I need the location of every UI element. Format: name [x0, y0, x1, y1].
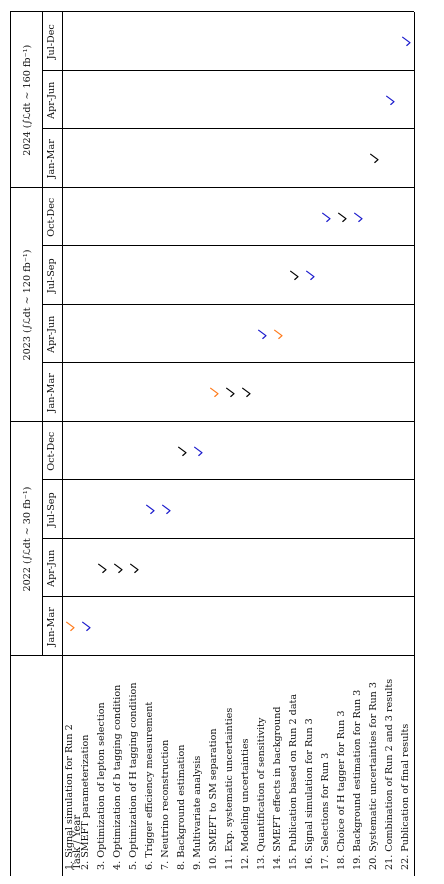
year-header: 2022 (∫ℒdt ∼ 30 fb⁻¹) — [22, 486, 33, 592]
column-rule — [42, 304, 414, 305]
column-rule — [42, 128, 414, 130]
schedule-checkmark — [225, 387, 236, 398]
column-rule — [10, 421, 414, 422]
column-rule — [42, 479, 414, 481]
task-label: 20. Systematic uncertainties for Run 3 — [368, 681, 379, 870]
schedule-checkmark — [257, 329, 268, 340]
year-header: 2023 (∫ℒdt ∼ 120 fb⁻¹) — [22, 249, 33, 361]
schedule-checkmark — [369, 153, 380, 164]
quarter-header: Apr-Jun — [46, 81, 57, 119]
task-label: 4. Optimization of b tagging condition — [112, 684, 123, 870]
schedule-checkmark — [97, 563, 108, 574]
task-label: 9. Multivariate analysis — [192, 755, 203, 870]
year-rule — [42, 12, 43, 656]
schedule-checkmark — [65, 621, 76, 632]
task-label: 21. Combination of Run 2 and 3 results — [384, 678, 395, 870]
task-label: 12. Modeling uncertainties — [240, 738, 251, 870]
quarter-header: Jan-Mar — [46, 373, 57, 413]
task-label: 11. Exp. systematic uncertainties — [224, 707, 235, 870]
task-label: 16. Signal simulation for Run 3 — [304, 718, 315, 870]
task-label: 19. Background estimation for Run 3 — [352, 689, 363, 870]
task-label: 2. SMEFT parameterization — [80, 734, 91, 871]
task-label: 5. Optimization of H tagging condition — [128, 682, 139, 870]
quarter-header: Jul-Sep — [46, 258, 57, 294]
year-header: 2024 (∫ℒdt ∼ 160 fb⁻¹) — [22, 44, 33, 156]
bottom-rule — [414, 12, 415, 876]
quarter-header: Jan-Mar — [46, 607, 57, 647]
quarter-header: Jan-Mar — [46, 139, 57, 179]
quarter-header: Oct-Dec — [46, 431, 57, 471]
task-label: 17. Selections for Run 3 — [320, 752, 331, 870]
quarter-header: Apr-Jun — [46, 549, 57, 587]
schedule-checkmark — [337, 212, 348, 223]
schedule-checkmark — [273, 329, 284, 340]
task-label: 1. Signal simulation for Run 2 — [64, 724, 75, 870]
task-label: 14. SMEFT effects in background — [272, 706, 283, 870]
task-label: 10. SMEFT to SM separation — [208, 728, 219, 870]
schedule-checkmark — [289, 270, 300, 281]
quarter-header: Oct-Dec — [46, 197, 57, 237]
schedule-checkmark — [177, 446, 188, 457]
schedule-checkmark — [321, 212, 332, 223]
schedule-checkmark — [241, 387, 252, 398]
column-rule — [42, 596, 414, 598]
schedule-checkmark — [385, 95, 396, 106]
schedule-checkmark — [129, 563, 140, 574]
column-rule — [10, 187, 414, 188]
task-label: 22. Publication of final results — [400, 723, 411, 870]
column-rule — [10, 11, 414, 13]
quarter-header: Jul-Sep — [46, 492, 57, 528]
task-label: 3. Optimization of lepton selection — [96, 702, 107, 870]
schedule-checkmark — [145, 504, 156, 515]
schedule-checkmark — [81, 621, 92, 632]
task-label: 6. Trigger efficiency measurement — [144, 701, 155, 870]
schedule-checkmark — [161, 504, 172, 515]
column-rule — [42, 362, 414, 364]
task-label: 15. Publication based on Run 2 data — [288, 693, 299, 870]
schedule-checkmark — [305, 270, 316, 281]
schedule-checkmark — [209, 387, 220, 398]
task-label: 13. Quantification of sensitivity — [256, 717, 267, 870]
column-rule — [42, 245, 414, 247]
schedule-checkmark — [353, 212, 364, 223]
task-label: 18. Choice of H tagger for Run 3 — [336, 710, 347, 870]
schedule-checkmark — [401, 36, 412, 47]
quarter-header: Apr-Jun — [46, 315, 57, 353]
schedule-checkmark — [193, 446, 204, 457]
column-rule — [42, 538, 414, 539]
top-rule — [10, 12, 11, 876]
task-label: 8. Background estimation — [176, 744, 187, 870]
task-label: 7. Neutrino reconstruction — [160, 739, 171, 870]
quarter-header: Jul-Dec — [46, 24, 57, 60]
column-rule — [10, 655, 414, 656]
column-rule — [42, 70, 414, 71]
schedule-checkmark — [113, 563, 124, 574]
